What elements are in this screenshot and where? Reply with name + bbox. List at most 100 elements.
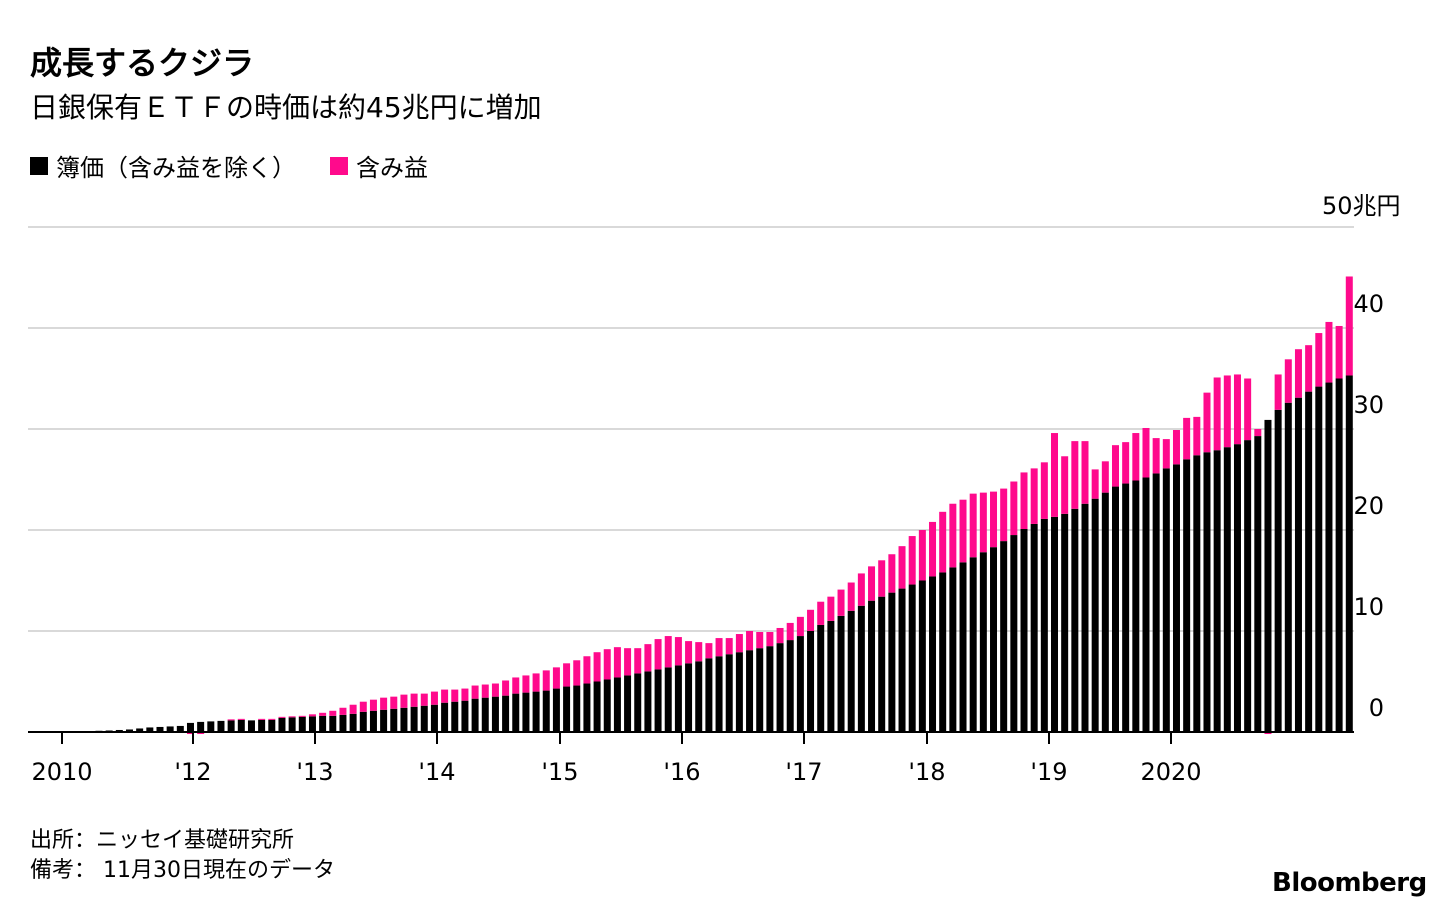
bar-book-value <box>441 702 449 732</box>
bar-book-value <box>491 696 499 732</box>
x-tick-label: '16 <box>663 758 700 786</box>
x-tick-label: '19 <box>1030 758 1067 786</box>
bar-unrealized-gain <box>1193 416 1201 456</box>
legend-swatch-book-value <box>30 156 48 175</box>
bar-unrealized-gain <box>268 718 276 720</box>
bar-book-value <box>695 661 703 732</box>
x-tick-label: 2020 <box>1140 758 1201 786</box>
bar-book-value <box>613 677 621 732</box>
bar-unrealized-gain <box>929 521 937 577</box>
bar-unrealized-gain <box>1223 375 1231 448</box>
bar-book-value <box>1345 375 1353 732</box>
bar-book-value <box>390 708 398 732</box>
bar-unrealized-gain <box>1061 456 1069 514</box>
bar-book-value <box>268 719 276 732</box>
bar-book-value <box>430 704 438 732</box>
bar-book-value <box>512 693 520 732</box>
bar-unrealized-gain <box>1264 732 1272 735</box>
bar-book-value <box>1305 391 1313 732</box>
bar-unrealized-gain <box>959 499 967 563</box>
bar-unrealized-gain <box>288 716 296 718</box>
bar-unrealized-gain <box>613 647 621 678</box>
bar-book-value <box>136 728 144 732</box>
bar-book-value <box>288 717 296 732</box>
bar-unrealized-gain <box>583 656 591 684</box>
bar-book-value <box>1030 523 1038 732</box>
bar-unrealized-gain <box>441 689 449 703</box>
bar-book-value <box>298 716 306 732</box>
bar-unrealized-gain <box>705 643 713 659</box>
bar-book-value <box>1040 518 1048 732</box>
bar-unrealized-gain <box>654 639 662 670</box>
bar-book-value <box>1020 528 1028 732</box>
x-tick-label: '13 <box>296 758 333 786</box>
bar-unrealized-gain <box>1294 349 1302 398</box>
bar-unrealized-gain <box>1081 441 1089 504</box>
bar-book-value <box>939 572 947 732</box>
bar-unrealized-gain <box>451 689 459 702</box>
bar-unrealized-gain <box>471 685 479 699</box>
bar-book-value <box>929 576 937 732</box>
bar-unrealized-gain <box>1152 438 1160 474</box>
bar-book-value <box>603 679 611 732</box>
bar-book-value <box>715 656 723 732</box>
bar-book-value <box>898 588 906 732</box>
x-tick-label: '15 <box>541 758 578 786</box>
bar-book-value <box>1071 508 1079 732</box>
bar-unrealized-gain <box>1183 417 1191 460</box>
bar-book-value <box>1284 402 1292 732</box>
bar-book-value <box>237 719 245 732</box>
bar-book-value <box>593 681 601 732</box>
bar-unrealized-gain <box>735 634 743 653</box>
footnote: 出所：ニッセイ基礎研究所 備考： 11月30日現在のデータ <box>30 826 335 886</box>
bar-unrealized-gain <box>390 696 398 709</box>
bar-unrealized-gain <box>1122 442 1130 484</box>
legend: 簿価（含み益を除く） 含み益 <box>30 148 462 183</box>
bar-unrealized-gain <box>197 732 205 735</box>
bar-unrealized-gain <box>939 511 947 573</box>
bar-book-value <box>1223 447 1231 732</box>
bar-unrealized-gain <box>1040 462 1048 519</box>
bar-unrealized-gain <box>481 684 489 698</box>
bar-unrealized-gain <box>1284 359 1292 403</box>
bar-book-value <box>359 711 367 732</box>
bar-book-value <box>186 722 194 732</box>
bar-unrealized-gain <box>644 644 652 672</box>
legend-label-book-value: 簿価（含み益を除く） <box>56 154 296 182</box>
bar-unrealized-gain <box>969 493 977 558</box>
bar-book-value <box>786 640 794 732</box>
bar-book-value <box>807 631 815 732</box>
bar-book-value <box>766 646 774 732</box>
x-tick-label: '12 <box>174 758 211 786</box>
bar-book-value <box>725 654 733 732</box>
bar-unrealized-gain <box>990 491 998 548</box>
bar-book-value <box>319 715 327 732</box>
bar-unrealized-gain <box>1233 374 1241 445</box>
bar-book-value <box>654 669 662 732</box>
bar-book-value <box>1254 436 1262 732</box>
bar-unrealized-gain <box>1071 441 1079 509</box>
legend-item-book-value: 簿価（含み益を除く） <box>30 148 296 183</box>
bar-book-value <box>156 726 164 732</box>
chart-title: 成長するクジラ <box>30 44 255 82</box>
bar-unrealized-gain <box>1142 427 1150 478</box>
bar-unrealized-gain <box>1345 276 1353 376</box>
bar-unrealized-gain <box>430 691 438 705</box>
bar-unrealized-gain <box>461 688 469 701</box>
bar-book-value <box>258 719 266 732</box>
bar-book-value <box>410 706 418 732</box>
bar-book-value <box>1000 541 1008 732</box>
bar-book-value <box>1244 440 1252 732</box>
y-tick-label: 10 <box>1353 593 1384 621</box>
bar-book-value <box>451 701 459 732</box>
bar-unrealized-gain <box>878 560 886 597</box>
bar-book-value <box>857 605 865 732</box>
bar-unrealized-gain <box>1111 445 1119 487</box>
bar-book-value <box>349 713 357 732</box>
bar-book-value <box>959 562 967 732</box>
bar-unrealized-gain <box>420 693 428 706</box>
bar-unrealized-gain <box>868 566 876 601</box>
bar-book-value <box>796 636 804 732</box>
bar-unrealized-gain <box>1203 392 1211 453</box>
bar-book-value <box>227 720 235 732</box>
